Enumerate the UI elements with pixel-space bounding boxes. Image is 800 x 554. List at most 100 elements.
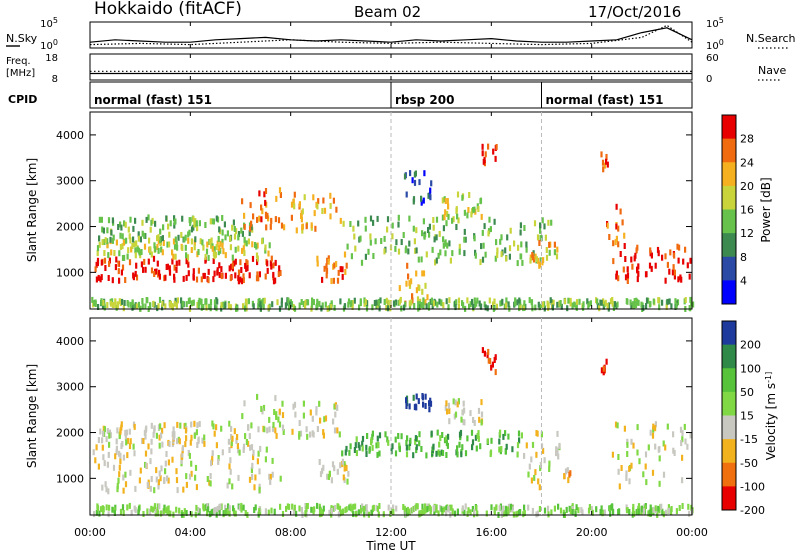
heatmap-cell <box>407 273 410 280</box>
heatmap-cell <box>457 217 460 224</box>
heatmap-cell <box>333 262 336 269</box>
heatmap-cell <box>403 173 407 180</box>
heatmap-cell <box>421 288 424 295</box>
heatmap-cell <box>527 471 530 478</box>
heatmap-cell <box>189 217 192 224</box>
heatmap-cell <box>213 430 216 437</box>
heatmap-cell <box>183 508 186 515</box>
heatmap-cell <box>240 267 243 273</box>
heatmap-cell <box>543 457 546 464</box>
heatmap-cell <box>128 259 132 266</box>
heatmap-cell <box>397 214 400 221</box>
heatmap-cell <box>258 483 261 490</box>
y-tick-label: 2000 <box>56 427 84 440</box>
heatmap-cell <box>649 504 652 511</box>
noise-right-label: N.Search <box>746 32 796 45</box>
heatmap-cell <box>560 303 563 310</box>
heatmap-cell <box>660 503 663 510</box>
heatmap-cell <box>472 417 475 423</box>
heatmap-cell <box>407 248 410 255</box>
heatmap-cell <box>187 237 190 244</box>
heatmap-cell <box>257 302 260 309</box>
heatmap-cell <box>168 510 171 517</box>
heatmap-cell <box>491 301 495 308</box>
heatmap-cell <box>517 244 520 251</box>
heatmap-cell <box>616 301 619 308</box>
heatmap-cell <box>386 216 390 223</box>
heatmap-cell <box>371 433 374 440</box>
heatmap-cell <box>499 238 502 245</box>
heatmap-cell <box>599 299 602 306</box>
heatmap-cell <box>97 304 100 310</box>
heatmap-cell <box>505 510 508 517</box>
heatmap-cell <box>176 244 179 251</box>
heatmap-cell <box>184 427 188 434</box>
heatmap-cell <box>444 404 447 411</box>
heatmap-cell <box>245 259 248 266</box>
heatmap-cell <box>257 426 260 433</box>
heatmap-cell <box>387 299 390 306</box>
heatmap-cell <box>230 263 233 270</box>
heatmap-cell <box>101 239 104 246</box>
heatmap-cell <box>302 301 305 307</box>
nave-right-tick-bottom: 0 <box>706 74 712 85</box>
heatmap-cell <box>228 265 231 272</box>
heatmap-cell <box>209 299 213 306</box>
heatmap-cell <box>122 305 125 312</box>
heatmap-cell <box>304 503 307 509</box>
cpid-segment-label: normal (fast) 151 <box>94 93 212 107</box>
heatmap-cell <box>141 437 144 444</box>
heatmap-cell <box>192 224 195 231</box>
heatmap-cell <box>600 505 603 512</box>
heatmap-cell <box>181 300 184 307</box>
heatmap-cell <box>306 299 310 306</box>
heatmap-cell <box>298 420 301 426</box>
heatmap-cell <box>638 458 641 465</box>
heatmap-cell <box>675 302 678 309</box>
heatmap-cell <box>486 305 489 312</box>
heatmap-cell <box>305 503 308 509</box>
heatmap-cell <box>550 219 553 226</box>
heatmap-cell <box>439 435 442 442</box>
heatmap-cell <box>499 300 502 307</box>
heatmap-cell <box>310 222 313 229</box>
heatmap-cell <box>184 441 187 448</box>
heatmap-cell <box>487 348 490 355</box>
heatmap-cell <box>263 297 266 304</box>
heatmap-cell <box>408 240 411 247</box>
heatmap-cell <box>444 209 447 216</box>
heatmap-cell <box>590 506 593 512</box>
heatmap-cell <box>160 246 163 253</box>
heatmap-cell <box>481 347 484 354</box>
heatmap-cell <box>93 511 96 518</box>
heatmap-cell <box>456 213 459 220</box>
heatmap-cell <box>349 221 352 227</box>
heatmap-cell <box>160 465 163 472</box>
heatmap-cell <box>153 301 156 308</box>
heatmap-cell <box>468 192 471 198</box>
heatmap-cell <box>271 425 275 432</box>
heatmap-cell <box>670 303 673 310</box>
heatmap-cell <box>159 510 162 517</box>
heatmap-cell <box>178 507 181 514</box>
heatmap-cell <box>236 443 239 449</box>
heatmap-cell <box>132 225 135 232</box>
heatmap-cell <box>113 510 116 516</box>
heatmap-cell <box>428 192 431 198</box>
heatmap-cell <box>171 249 174 256</box>
heatmap-cell <box>219 503 222 510</box>
heatmap-cell <box>185 301 188 308</box>
colorbar-segment <box>722 256 736 281</box>
heatmap-cell <box>328 509 331 516</box>
heatmap-cell <box>252 449 255 456</box>
heatmap-cell <box>203 504 206 511</box>
heatmap-cell <box>628 509 631 515</box>
heatmap-cell <box>295 510 298 517</box>
heatmap-cell <box>483 223 486 230</box>
heatmap-cell <box>626 278 629 284</box>
heatmap-cell <box>196 442 199 448</box>
heatmap-cell <box>233 260 236 267</box>
heatmap-cell <box>405 451 409 458</box>
heatmap-cell <box>242 273 245 280</box>
heatmap-cell <box>212 218 215 225</box>
